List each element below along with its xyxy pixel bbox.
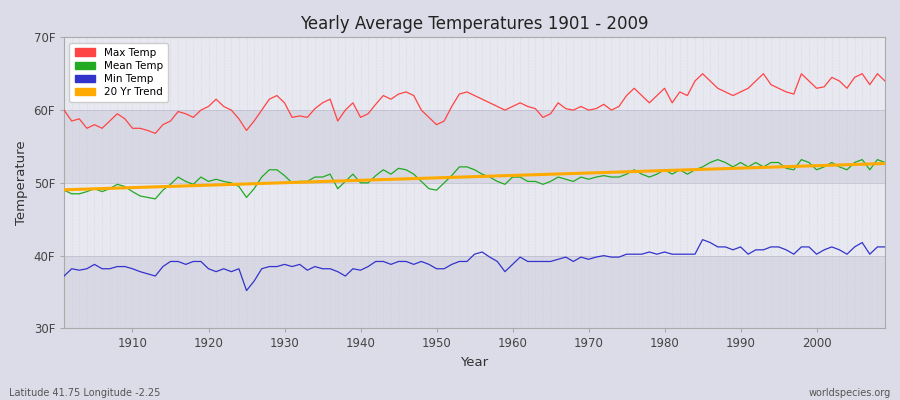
Bar bbox=[64, 110, 885, 183]
Text: worldspecies.org: worldspecies.org bbox=[809, 388, 891, 398]
Text: Latitude 41.75 Longitude -2.25: Latitude 41.75 Longitude -2.25 bbox=[9, 388, 160, 398]
Y-axis label: Temperature: Temperature bbox=[15, 140, 28, 225]
Legend: Max Temp, Mean Temp, Min Temp, 20 Yr Trend: Max Temp, Mean Temp, Min Temp, 20 Yr Tre… bbox=[69, 42, 168, 102]
Bar bbox=[64, 256, 885, 328]
Title: Yearly Average Temperatures 1901 - 2009: Yearly Average Temperatures 1901 - 2009 bbox=[301, 15, 649, 33]
Bar bbox=[64, 0, 885, 37]
X-axis label: Year: Year bbox=[461, 356, 489, 369]
